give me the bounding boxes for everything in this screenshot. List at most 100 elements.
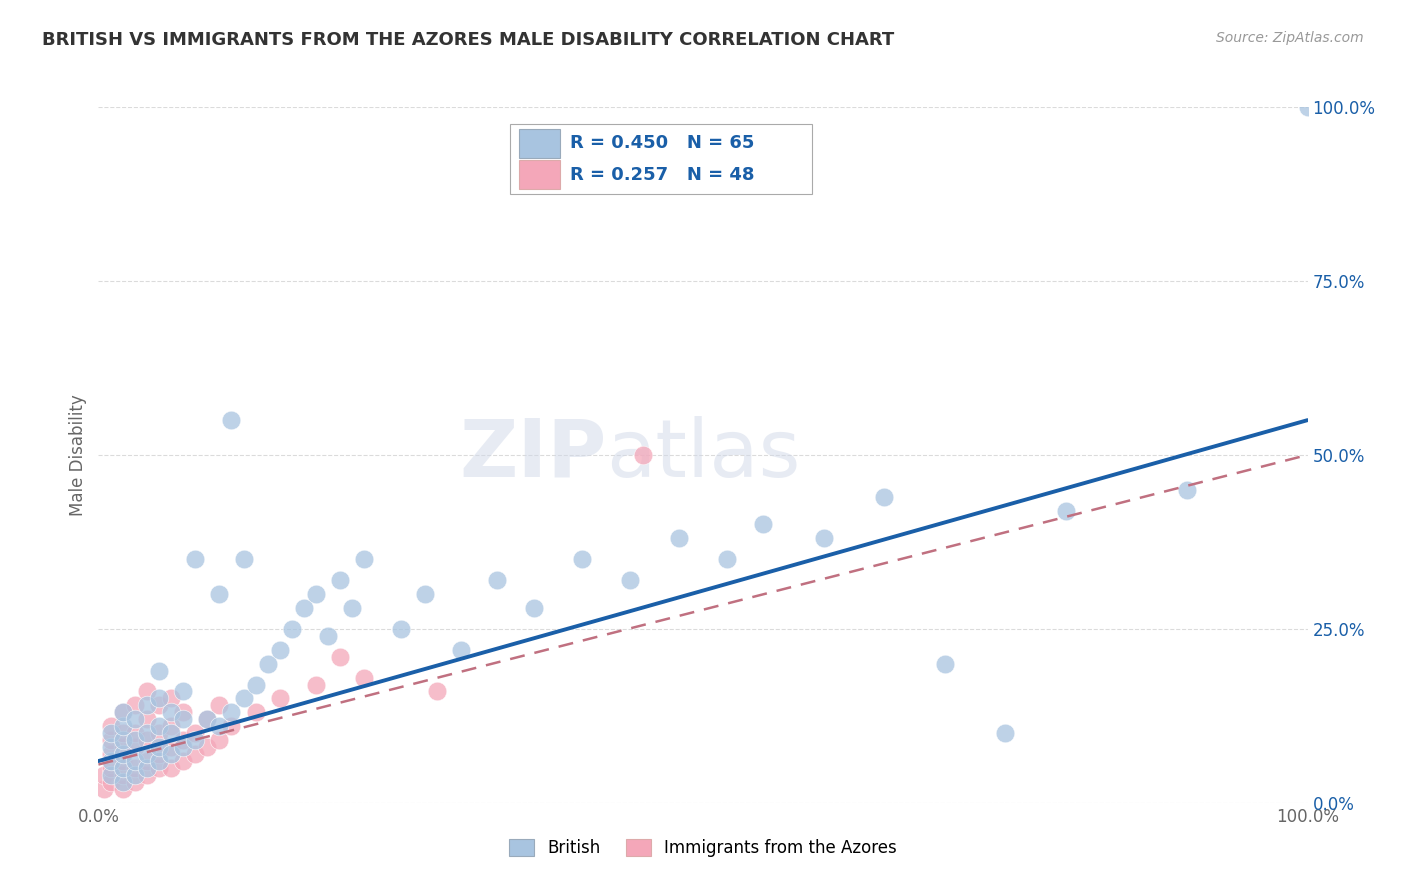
Point (100, 733, 122, 747)
Point (232, 691, 254, 706)
Point (148, 747, 170, 761)
Point (111, 775, 134, 789)
Point (232, 552, 254, 566)
Point (100, 768, 122, 782)
Legend: British, Immigrants from the Azores: British, Immigrants from the Azores (502, 832, 904, 864)
Point (208, 719, 231, 733)
Point (124, 740, 146, 755)
Point (111, 740, 134, 755)
Point (486, 573, 509, 587)
Point (1054, 503, 1077, 517)
Point (148, 761, 170, 775)
Point (172, 740, 194, 755)
Point (305, 587, 328, 601)
Point (135, 747, 157, 761)
Point (631, 448, 654, 462)
Point (184, 733, 207, 747)
Point (160, 761, 183, 775)
Point (124, 733, 146, 747)
Point (413, 587, 436, 601)
Point (100, 754, 122, 768)
Point (353, 671, 375, 685)
Point (135, 754, 157, 768)
Point (124, 698, 146, 713)
FancyBboxPatch shape (519, 160, 561, 189)
Point (93, 781, 115, 796)
Point (111, 706, 134, 720)
Point (100, 740, 122, 755)
Text: atlas: atlas (606, 416, 800, 494)
Point (716, 552, 738, 566)
Point (135, 684, 157, 698)
Text: ZIP: ZIP (458, 416, 606, 494)
Point (208, 698, 231, 713)
Point (100, 747, 122, 761)
Point (172, 754, 194, 768)
Point (160, 726, 183, 740)
Point (329, 573, 352, 587)
Text: BRITISH VS IMMIGRANTS FROM THE AZORES MALE DISABILITY CORRELATION CHART: BRITISH VS IMMIGRANTS FROM THE AZORES MA… (42, 31, 894, 49)
Point (813, 532, 835, 546)
Text: R = 0.450   N = 65: R = 0.450 N = 65 (569, 134, 755, 153)
Point (873, 490, 896, 504)
Point (208, 587, 231, 601)
Point (1296, 100, 1319, 114)
Point (124, 775, 146, 789)
Point (221, 706, 243, 720)
Point (221, 413, 243, 427)
Point (111, 726, 134, 740)
Point (111, 733, 134, 747)
Point (100, 726, 122, 740)
Point (148, 740, 170, 755)
Point (124, 726, 146, 740)
Point (269, 642, 291, 657)
Point (172, 706, 194, 720)
Point (160, 740, 183, 755)
Point (342, 601, 364, 615)
Point (245, 706, 267, 720)
Point (1175, 483, 1198, 497)
Point (135, 761, 157, 775)
Point (172, 684, 194, 698)
Point (135, 726, 157, 740)
Point (571, 552, 593, 566)
Point (111, 747, 134, 761)
Point (195, 712, 218, 726)
FancyBboxPatch shape (519, 128, 561, 158)
Point (93, 768, 115, 782)
Point (148, 664, 170, 678)
Point (208, 733, 231, 747)
Point (619, 573, 641, 587)
Point (111, 706, 134, 720)
Point (160, 691, 183, 706)
FancyBboxPatch shape (509, 124, 811, 194)
Text: Source: ZipAtlas.com: Source: ZipAtlas.com (1216, 31, 1364, 45)
Point (256, 657, 278, 671)
Point (752, 517, 775, 532)
Point (934, 657, 956, 671)
Point (124, 761, 146, 775)
Point (389, 622, 412, 636)
Point (111, 761, 134, 775)
Point (426, 684, 449, 698)
Point (450, 642, 472, 657)
Text: R = 0.257   N = 48: R = 0.257 N = 48 (569, 166, 755, 184)
Point (160, 706, 183, 720)
Point (195, 712, 218, 726)
Point (135, 768, 157, 782)
Point (148, 691, 170, 706)
Y-axis label: Male Disability: Male Disability (69, 394, 87, 516)
Point (148, 754, 170, 768)
Point (292, 601, 315, 615)
Point (316, 629, 339, 643)
Point (111, 719, 134, 733)
Point (305, 677, 328, 691)
Point (160, 747, 183, 761)
Point (353, 552, 375, 566)
Point (111, 781, 134, 796)
Point (221, 719, 243, 733)
Point (329, 649, 352, 664)
Point (135, 698, 157, 713)
Point (269, 691, 291, 706)
Point (135, 733, 157, 747)
